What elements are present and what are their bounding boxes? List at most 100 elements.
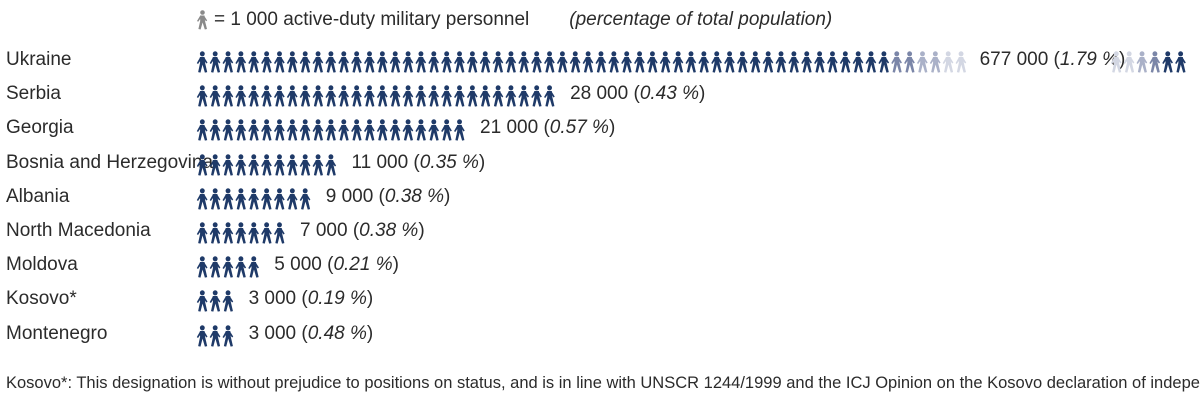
soldier-icon [222,222,234,244]
soldier-icon [273,153,285,176]
soldier-icon [351,51,362,73]
soldier-icon [248,85,259,107]
soldier-icon [659,51,671,73]
soldier-icon [222,188,234,210]
chart-row: Georgia 21 000 (0.57 %) [0,112,1200,146]
soldier-icon [351,119,362,141]
icon-bar [196,222,287,244]
soldier-icon [209,324,221,347]
soldier-icon [1136,51,1148,73]
soldier-icon [454,85,465,107]
soldier-icon [839,51,851,73]
soldier-icon [261,85,272,107]
soldier-icon [878,51,890,73]
soldier-icon [415,119,427,141]
soldier-icon [376,85,388,107]
soldier-icon [209,85,221,107]
value-label: 11 000 (0.35 %) [351,151,486,173]
soldier-icon [286,188,298,210]
soldier-icon [916,51,928,73]
soldier-icon [466,85,478,107]
soldier-icon [299,119,311,141]
soldier-icon [454,51,465,73]
value-label: 3 000 (0.19 %) [248,288,374,310]
soldier-icon [363,119,375,141]
soldier-icon [736,51,748,73]
soldier-icon [492,51,504,73]
soldier-icon [428,51,440,73]
soldier-icon [1123,51,1135,73]
soldier-icon [415,85,427,107]
soldier-icon [338,51,349,73]
soldier-icon [955,51,967,73]
chart-row: North Macedonia 7 000 (0.38 %) [0,215,1200,249]
icon-bar [196,119,467,141]
footnote: Kosovo*: This designation is without pre… [6,374,1200,392]
soldier-icon [286,51,298,73]
soldier-icon [222,290,234,312]
soldier-icon [286,119,298,141]
soldier-icon [711,51,722,73]
soldier-icon [698,51,710,73]
soldier-icon [196,188,208,210]
soldier-icon [235,85,247,107]
icon-bar [196,85,557,107]
soldier-icons [196,153,337,176]
soldier-icon [299,188,311,210]
soldier-icons [196,290,234,312]
value-label: 5 000 (0.21 %) [274,254,399,276]
soldier-icon [209,153,221,176]
soldier-icon [312,153,324,176]
country-label: Moldova [6,254,78,276]
soldier-icon [441,119,452,141]
soldier-icon [209,222,221,244]
soldier-icon [312,85,324,107]
soldier-icon [826,51,838,73]
soldier-icon [248,119,259,141]
value-label: 9 000 (0.38 %) [325,185,451,207]
chart-row: Kosovo* 3 000 (0.19 %) [0,283,1200,317]
soldier-icon [801,51,812,73]
soldier-icon [248,222,259,244]
soldier-icon [389,85,401,107]
soldier-icon [775,51,787,73]
soldier-icon [196,290,208,312]
chart-row: Albania 9 000 (0.38 %) [0,181,1200,215]
soldier-icon [672,51,684,73]
soldier-icon [749,51,761,73]
soldier-icon [222,119,234,141]
soldier-icon [196,153,208,176]
soldier-icon [762,51,774,73]
soldier-icon [235,51,247,73]
value-label: 3 000 (0.48 %) [248,322,374,344]
soldier-icon [942,51,954,73]
soldier-icon [929,51,941,73]
soldier-icon [492,85,504,107]
soldier-icon [196,51,208,73]
soldier-icon [325,153,337,176]
country-label: Georgia [6,117,74,139]
soldier-icon [531,51,542,73]
soldier-icons [196,256,259,278]
soldier-icon [286,153,298,176]
soldier-icon [402,51,414,73]
soldier-icon [518,85,530,107]
soldier-icon [273,188,285,210]
country-label: Serbia [6,83,61,105]
soldier-icon [312,119,324,141]
soldier-icon [261,188,272,210]
soldier-icon [235,119,247,141]
soldier-icon [261,153,272,176]
soldier-icon [222,51,234,73]
soldier-icon [248,188,259,210]
soldier-icon [788,51,800,73]
soldier-icon [363,51,375,73]
soldier-icon [389,51,401,73]
soldier-icon [852,51,864,73]
soldier-icon [209,119,221,141]
soldier-icon [1175,51,1186,73]
soldier-icon [338,85,349,107]
soldier-icon [248,153,259,176]
soldier-icon [338,119,349,141]
soldier-icon [582,51,594,73]
